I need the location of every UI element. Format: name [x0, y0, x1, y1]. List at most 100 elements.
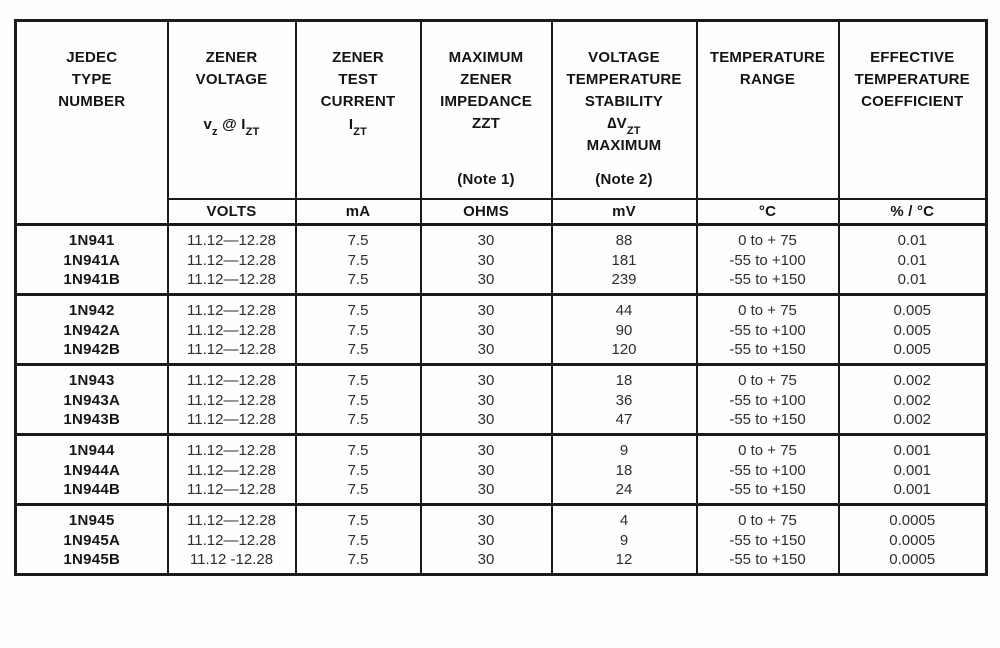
- value-cell: 30: [419, 294, 552, 319]
- value-cell: 11.12—12.28: [166, 319, 296, 341]
- table-row: 1N943B 11.12—12.28 7.5 30 47 -55 to +150 0.002: [14, 411, 987, 435]
- value-cell: 4: [550, 504, 697, 529]
- subscript: ZT: [626, 125, 641, 137]
- column-title-line: IMPEDANCE: [440, 93, 532, 110]
- column-title: EFFECTIVE TEMPERATURE COEFFICIENT: [842, 47, 984, 113]
- value-cell: -55 to +150: [695, 341, 839, 365]
- table-row: 1N945 11.12—12.28 7.5 30 4 0 to + 75 0.0005: [14, 504, 987, 529]
- value-cell: 30: [419, 504, 552, 529]
- value-cell: 24: [550, 481, 697, 505]
- column-title-line: COEFFICIENT: [861, 93, 964, 110]
- value-cell: 11.12—12.28: [166, 224, 296, 249]
- device-group-4: 1N944 11.12—12.28 7.5 30 9 0 to + 75 0.001 1N94…: [14, 434, 987, 505]
- value-cell: 30: [419, 434, 552, 459]
- value-cell: 30: [419, 364, 552, 389]
- column-title: JEDEC TYPE NUMBER: [19, 47, 165, 113]
- spec-table: JEDEC TYPE NUMBER ZENER VOLTAGE vz @ IZT ZENER…: [14, 19, 988, 576]
- value-cell: 120: [550, 341, 697, 365]
- column-title-line: ZZT: [471, 115, 501, 132]
- value-cell: 30: [419, 319, 552, 341]
- column-title-line: TYPE: [71, 71, 112, 88]
- column-note: (Note 2): [595, 170, 653, 188]
- value-cell: 7.5: [294, 341, 421, 365]
- value-cell: -55 to +100: [695, 249, 839, 271]
- value-cell: -55 to +100: [695, 319, 839, 341]
- type-number-cell: 1N943: [14, 364, 168, 389]
- value-cell: 7.5: [294, 224, 421, 249]
- table-header: JEDEC TYPE NUMBER ZENER VOLTAGE vz @ IZT ZENER…: [14, 20, 987, 225]
- value-cell: 30: [419, 459, 552, 481]
- value-cell: 47: [550, 411, 697, 435]
- column-title-line: ∆VZT: [607, 115, 641, 137]
- type-number-cell: 1N941A: [14, 249, 168, 271]
- value-cell: 30: [419, 271, 552, 295]
- type-number-cell: 1N945: [14, 504, 168, 529]
- device-group-5: 1N945 11.12—12.28 7.5 30 4 0 to + 75 0.0005 1N9…: [14, 504, 987, 575]
- table-row: 1N942 11.12—12.28 7.5 30 44 0 to + 75 0.005: [14, 294, 987, 319]
- value-cell: 11.12—12.28: [166, 459, 296, 481]
- type-number-cell: 1N944B: [14, 481, 168, 505]
- column-title-line: TEMPERATURE: [854, 71, 970, 88]
- column-title: TEMPERATURE RANGE: [700, 47, 836, 91]
- column-header-test-current: ZENER TEST CURRENT IZT: [294, 20, 421, 199]
- device-group-2: 1N942 11.12—12.28 7.5 30 44 0 to + 75 0.005 1N9…: [14, 294, 987, 365]
- value-cell: 11.12—12.28: [166, 389, 296, 411]
- column-title-line: NUMBER: [58, 93, 126, 110]
- value-cell: 90: [550, 319, 697, 341]
- value-cell: 0.005: [837, 341, 987, 365]
- value-cell: 0.01: [837, 224, 987, 249]
- table-row: 1N944A 11.12—12.28 7.5 30 18 -55 to +100 0.001: [14, 459, 987, 481]
- value-cell: 30: [419, 411, 552, 435]
- value-cell: 9: [550, 434, 697, 459]
- table-row: 1N943 11.12—12.28 7.5 30 18 0 to + 75 0.002: [14, 364, 987, 389]
- type-number-cell: 1N944: [14, 434, 168, 459]
- value-cell: 0.01: [837, 271, 987, 295]
- value-cell: 9: [550, 529, 697, 551]
- type-number-cell: 1N942: [14, 294, 168, 319]
- value-cell: 7.5: [294, 319, 421, 341]
- value-cell: -55 to +150: [695, 271, 839, 295]
- type-number-cell: 1N943A: [14, 389, 168, 411]
- value-cell: 30: [419, 529, 552, 551]
- column-formula: vz @ IZT: [203, 116, 260, 138]
- value-cell: -55 to +150: [695, 411, 839, 435]
- table-row: 1N941B 11.12—12.28 7.5 30 239 -55 to +150 0.01: [14, 271, 987, 295]
- table-row: 1N943A 11.12—12.28 7.5 30 36 -55 to +100 0.002: [14, 389, 987, 411]
- column-title-line: ZENER: [205, 49, 258, 66]
- value-cell: 0.0005: [837, 529, 987, 551]
- type-number-cell: 1N945B: [14, 551, 168, 575]
- value-cell: 0.005: [837, 294, 987, 319]
- column-title: MAXIMUM ZENER IMPEDANCE ZZT: [424, 47, 549, 135]
- value-cell: 11.12—12.28: [166, 364, 296, 389]
- value-cell: 11.12—12.28: [166, 504, 296, 529]
- value-cell: 239: [550, 271, 697, 295]
- column-unit-coefficient: % / °C: [837, 197, 987, 225]
- table-row: 1N941 11.12—12.28 7.5 30 88 0 to + 75 0.01: [14, 224, 987, 249]
- value-cell: 30: [419, 481, 552, 505]
- value-cell: 0.0005: [837, 551, 987, 575]
- subscript: ZT: [353, 126, 368, 138]
- column-title-line: TEMPERATURE: [566, 71, 682, 88]
- type-number-cell: 1N942A: [14, 319, 168, 341]
- value-cell: 11.12—12.28: [166, 411, 296, 435]
- value-cell: 0 to + 75: [695, 364, 839, 389]
- column-title-line: VOLTAGE: [588, 49, 660, 66]
- column-title-line: CURRENT: [320, 93, 396, 110]
- column-title: ZENER TEST CURRENT: [299, 47, 418, 113]
- table-row: 1N945B 11.12 -12.28 7.5 30 12 -55 to +150 0.00…: [14, 551, 987, 575]
- column-header-coefficient: EFFECTIVE TEMPERATURE COEFFICIENT: [837, 20, 987, 199]
- column-title-line: STABILITY: [584, 93, 664, 110]
- value-cell: -55 to +100: [695, 459, 839, 481]
- value-cell: 0.002: [837, 389, 987, 411]
- table-row: 1N944 11.12—12.28 7.5 30 9 0 to + 75 0.001: [14, 434, 987, 459]
- value-cell: 7.5: [294, 249, 421, 271]
- column-title-line: TEST: [338, 71, 378, 88]
- value-cell: -55 to +150: [695, 481, 839, 505]
- value-cell: 0 to + 75: [695, 224, 839, 249]
- value-cell: 30: [419, 249, 552, 271]
- value-cell: 0.01: [837, 249, 987, 271]
- value-cell: 0 to + 75: [695, 434, 839, 459]
- value-cell: 7.5: [294, 481, 421, 505]
- value-cell: 7.5: [294, 271, 421, 295]
- value-cell: 11.12—12.28: [166, 249, 296, 271]
